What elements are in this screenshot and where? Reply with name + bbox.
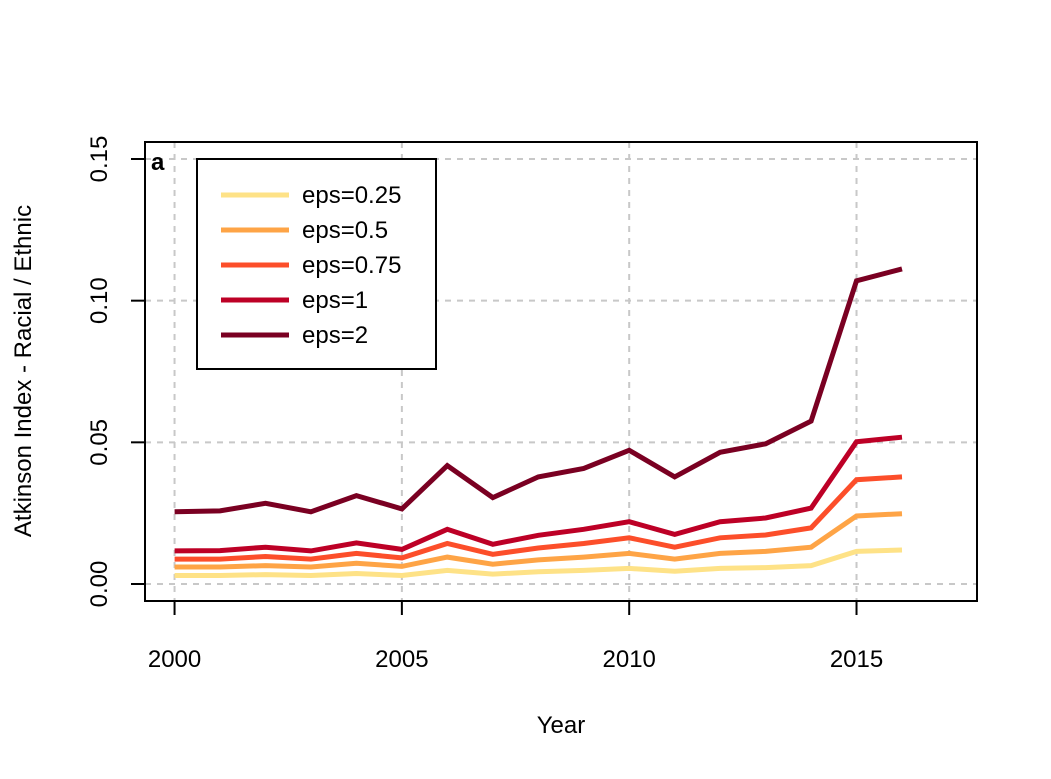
series-layer xyxy=(174,266,903,579)
x-tick-label-2015: 2015 xyxy=(830,646,883,673)
series-line-eps=0.75 xyxy=(174,474,903,562)
y-tick-label-0.10: 0.10 xyxy=(86,277,113,324)
series-line-eps=0.25 xyxy=(174,547,903,579)
y-tick-label-0.15: 0.15 xyxy=(86,136,113,183)
y-tick-label-0.05: 0.05 xyxy=(86,419,113,466)
legend-label-eps=0.75: eps=0.75 xyxy=(302,252,401,279)
y-tick-label-0.00: 0.00 xyxy=(86,561,113,608)
panel-label: a xyxy=(151,149,165,176)
legend-label-eps=0.25: eps=0.25 xyxy=(302,182,401,209)
legend-items: eps=0.25 eps=0.5 eps=0.75 eps=1 eps=2 xyxy=(221,182,401,349)
x-tick-label-2005: 2005 xyxy=(375,646,428,673)
legend-label-eps=2: eps=2 xyxy=(302,322,368,349)
series-line-eps=1 xyxy=(174,434,903,554)
legend-label-eps=0.5: eps=0.5 xyxy=(302,217,388,244)
series-line-eps=0.5 xyxy=(174,511,903,570)
x-tick-label-2000: 2000 xyxy=(148,646,201,673)
y-axis-title: Atkinson Index - Racial / Ethnic xyxy=(10,205,37,537)
series-line-eps=2 xyxy=(174,266,903,515)
x-tick-label-2010: 2010 xyxy=(603,646,656,673)
legend-label-eps=1: eps=1 xyxy=(302,287,368,314)
axis-layer: 2000 2005 2010 2015 0.00 0.05 0.10 0.15 xyxy=(86,136,883,673)
legend: eps=0.25 eps=0.5 eps=0.75 eps=1 eps=2 xyxy=(196,158,437,370)
plot-frame xyxy=(144,141,978,602)
x-axis-title: Year xyxy=(537,712,586,739)
